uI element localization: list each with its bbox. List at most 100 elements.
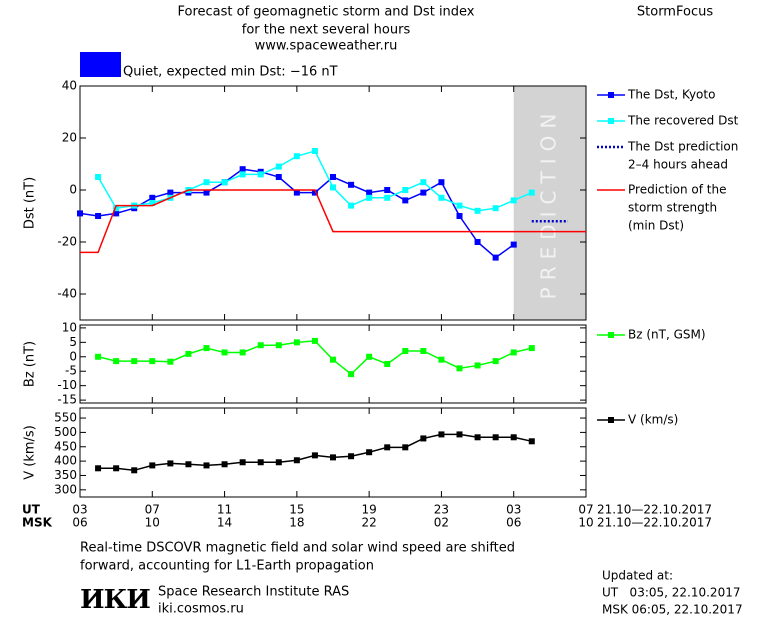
data-point [330, 174, 336, 180]
data-point [95, 213, 102, 219]
y-axis-title: V (km/s) [23, 425, 38, 480]
data-point [113, 465, 120, 472]
x-tick-label: 07 [578, 503, 593, 517]
data-point [348, 202, 355, 209]
data-point [149, 462, 156, 469]
data-point [528, 345, 535, 352]
data-point [492, 205, 499, 212]
y-tick-label: 300 [54, 482, 77, 496]
data-point [330, 356, 336, 363]
data-point [203, 462, 210, 469]
data-point [528, 438, 535, 445]
series-line [79, 168, 515, 259]
note-line: Real-time DSCOVR magnetic field and sola… [80, 541, 515, 556]
y-tick-label: 350 [54, 468, 77, 482]
data-point [95, 465, 102, 472]
data-point [257, 342, 264, 349]
series-line [97, 150, 533, 212]
data-point [348, 453, 355, 460]
prediction-label: PREDICTION [536, 107, 560, 300]
x-tick-label: 06 [72, 516, 87, 530]
series-line [80, 189, 586, 254]
data-point [402, 444, 409, 451]
data-point [275, 342, 282, 349]
data-point [77, 210, 83, 217]
data-point [239, 166, 246, 173]
data-point [438, 194, 445, 201]
site: iki.cosmos.ru [158, 602, 244, 617]
data-point [131, 467, 138, 474]
data-point [167, 358, 174, 365]
data-point [131, 358, 138, 365]
time-row-range: 21.10—22.10.2017 [597, 503, 712, 517]
plot-frame [79, 324, 587, 404]
data-point [438, 356, 445, 363]
data-point [438, 179, 445, 186]
x-tick-label: 03 [72, 503, 87, 517]
data-point [456, 202, 463, 209]
data-point [474, 362, 481, 369]
x-tick-label: 22 [362, 516, 377, 530]
y-tick-label: 500 [54, 425, 77, 439]
legend-label: The recovered Dst [627, 114, 739, 128]
data-point [330, 184, 336, 191]
title-line: for the next several hours [242, 23, 411, 38]
legend-marker [608, 332, 614, 338]
x-tick-label: 02 [434, 516, 449, 530]
data-point [239, 349, 246, 356]
legend-label: Prediction of the [628, 183, 727, 197]
data-point [456, 365, 463, 372]
data-point [384, 187, 391, 193]
data-point [474, 239, 481, 245]
x-tick-label: 06 [506, 516, 521, 530]
status-swatch [80, 52, 121, 77]
data-point [257, 459, 264, 466]
data-point [185, 350, 192, 357]
data-point [420, 435, 427, 442]
legend-marker [608, 118, 614, 124]
data-point [492, 254, 499, 261]
y-tick-label: -15 [57, 393, 77, 407]
legend-label: storm strength [628, 201, 717, 215]
time-row-range: 21.10—22.10.2017 [597, 516, 712, 530]
data-point [510, 197, 517, 204]
data-point [384, 361, 391, 367]
data-point [185, 461, 192, 468]
x-tick-label: 11 [217, 503, 232, 517]
data-point [366, 189, 373, 196]
data-point [492, 358, 499, 365]
data-point [167, 189, 174, 196]
legend-label: The Dst, Kyoto [627, 88, 715, 102]
data-point [221, 349, 228, 356]
data-point [95, 353, 102, 360]
y-tick-label: 400 [54, 454, 77, 468]
x-tick-label: 10 [145, 516, 160, 530]
data-point [293, 189, 300, 196]
data-point [257, 171, 264, 178]
data-point [275, 174, 282, 180]
data-point [366, 353, 373, 360]
data-point [420, 189, 427, 196]
title-line: www.spaceweather.ru [255, 39, 398, 54]
data-point [293, 339, 300, 346]
data-point [311, 337, 318, 344]
data-point [113, 358, 120, 365]
y-tick-label: 450 [54, 439, 77, 453]
institute: Space Research Institute RAS [158, 585, 349, 600]
legend-marker [608, 92, 614, 98]
data-point [420, 348, 427, 354]
data-point [275, 459, 282, 466]
x-tick-label: 03 [506, 503, 521, 517]
time-row-name: UT [22, 503, 41, 517]
data-point [528, 189, 535, 196]
data-point [510, 241, 517, 248]
data-point [420, 179, 427, 186]
data-point [293, 457, 300, 464]
status-text: Quiet, expected min Dst: −16 nT [123, 65, 338, 80]
data-point [311, 189, 318, 196]
x-tick-label: 14 [217, 516, 232, 530]
data-point [474, 434, 481, 441]
y-tick-label: -20 [57, 235, 77, 249]
data-point [510, 434, 517, 441]
